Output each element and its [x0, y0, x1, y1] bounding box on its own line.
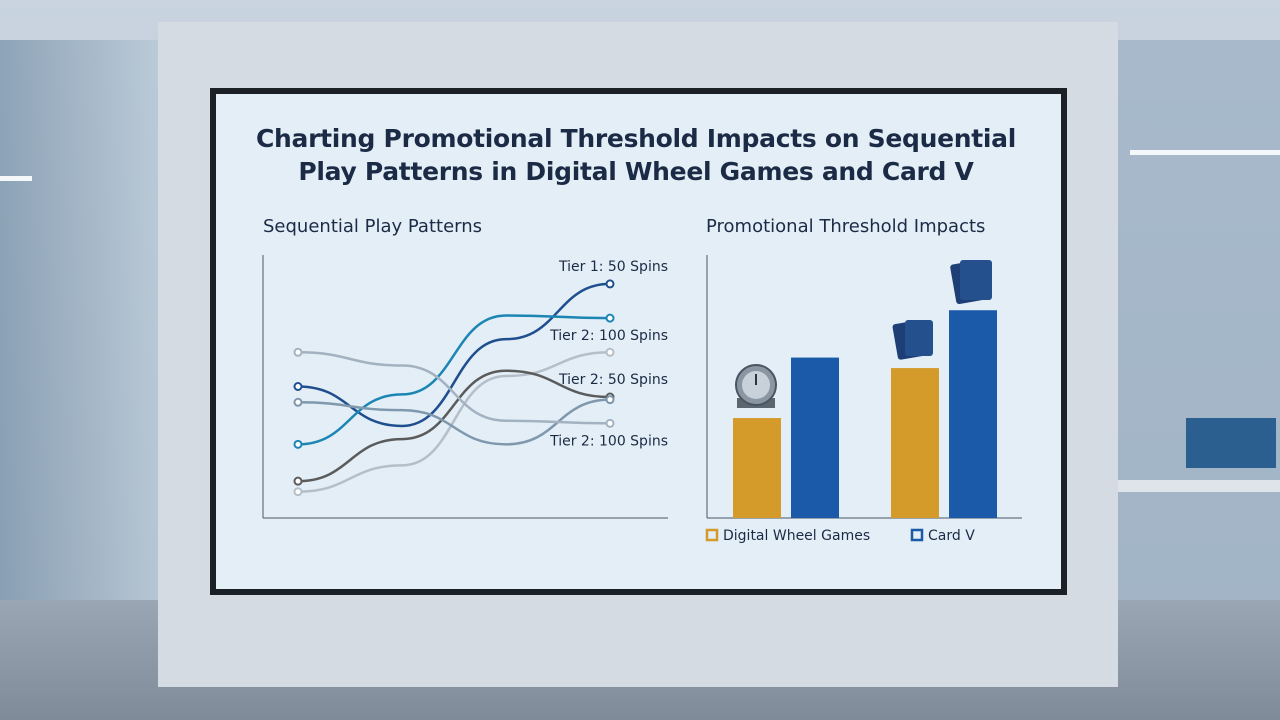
bar — [791, 357, 839, 518]
line-end-marker — [605, 313, 615, 323]
monitor — [1186, 418, 1276, 468]
line-end-marker — [293, 487, 303, 497]
line-end-marker — [293, 382, 303, 391]
legend-label: Card V — [928, 528, 975, 544]
line-end-marker — [293, 439, 303, 449]
glass-wall — [1118, 40, 1280, 600]
line — [297, 282, 611, 428]
ceiling-light — [0, 176, 32, 181]
chart-title: Promotional Threshold Impacts — [706, 216, 985, 237]
clock-icon — [735, 364, 777, 408]
line — [297, 314, 611, 446]
bar — [891, 368, 939, 518]
series-label: Tier 2: 100 Spins — [549, 433, 668, 449]
legend-swatch — [910, 528, 924, 542]
chart-title: Sequential Play Patterns — [263, 216, 482, 237]
line — [297, 351, 611, 425]
series-label: Tier 1: 50 Spins — [558, 259, 668, 275]
series-label: Tier 2: 100 Spins — [549, 328, 668, 344]
page-title: Charting Promotional Threshold Impacts o… — [255, 124, 1017, 186]
line-end-marker — [605, 418, 615, 428]
line — [297, 398, 611, 446]
line-end-marker — [293, 347, 303, 357]
line — [297, 369, 611, 483]
series-label: Tier 2: 50 Spins — [558, 372, 668, 388]
line-end-marker — [605, 347, 615, 357]
legend-label: Digital Wheel Games — [723, 528, 870, 544]
line-end-marker — [605, 395, 615, 405]
ceiling-light — [1130, 150, 1280, 155]
line — [297, 351, 611, 493]
bar — [949, 310, 997, 518]
bar — [733, 418, 781, 518]
line-end-marker — [293, 476, 303, 486]
line-end-marker — [605, 279, 615, 289]
glass-wall — [0, 40, 158, 600]
line-end-marker — [293, 397, 303, 407]
legend-swatch — [705, 528, 719, 542]
card-icon — [892, 260, 992, 360]
desk — [1118, 480, 1280, 492]
